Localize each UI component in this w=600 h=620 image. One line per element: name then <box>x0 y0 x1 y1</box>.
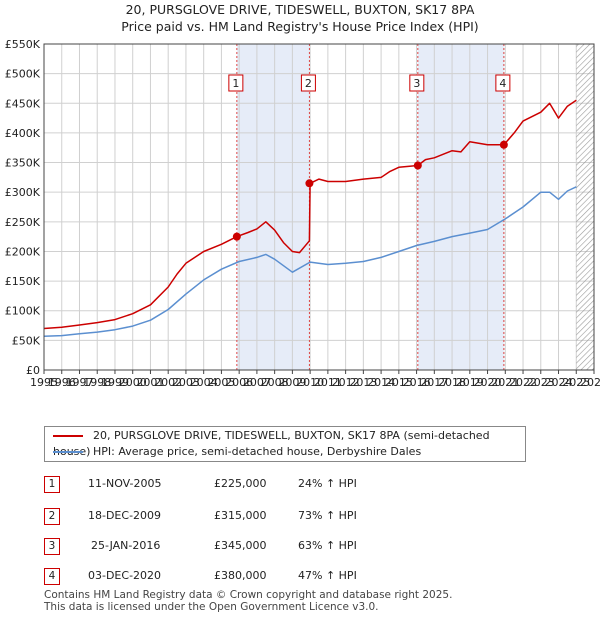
x-tick-label: 1995 <box>30 376 58 389</box>
sale-row: 1 11-NOV-2005 £225,000 24% ↑ HPI <box>44 476 544 494</box>
x-tick-label: 2022 <box>509 376 537 389</box>
legend-label-hpi: HPI: Average price, semi-detached house,… <box>93 445 422 458</box>
y-tick-label: £150K <box>5 275 41 288</box>
y-tick-label: £350K <box>5 157 41 170</box>
x-tick-label: 2006 <box>225 376 253 389</box>
sale-label-text: 4 <box>499 77 506 90</box>
y-tick-label: £500K <box>5 68 41 81</box>
sale-marker-badge: 1 <box>44 476 60 493</box>
sale-price: £315,000 <box>214 509 267 522</box>
x-tick-label: 1996 <box>48 376 76 389</box>
y-tick-label: £250K <box>5 216 41 229</box>
sale-point <box>413 161 422 170</box>
x-tick-label: 2008 <box>261 376 289 389</box>
y-tick-label: £550K <box>5 38 41 51</box>
sale-date: 18-DEC-2009 <box>88 509 162 522</box>
x-tick-label: 2026 <box>580 376 600 389</box>
footer-licence: This data is licensed under the Open Gov… <box>44 600 379 613</box>
sale-hpi-change: 63% ↑ HPI <box>298 539 357 552</box>
x-tick-label: 2015 <box>385 376 413 389</box>
sale-label-box <box>495 74 511 92</box>
legend-item-hpi: HPI: Average price, semi-detached house,… <box>53 444 421 460</box>
x-tick-label: 2003 <box>172 376 200 389</box>
x-tick-label: 2002 <box>154 376 182 389</box>
legend-swatch-hpi <box>53 451 83 453</box>
sale-label-text: 1 <box>232 77 239 90</box>
x-tick-label: 2018 <box>438 376 466 389</box>
hpi-series-line <box>43 186 577 337</box>
sale-marker-badge: 2 <box>44 508 60 525</box>
x-tick-label: 2016 <box>403 376 431 389</box>
x-tick-label: 2021 <box>491 376 519 389</box>
sale-price: £225,000 <box>214 477 267 490</box>
sale-date: 11-NOV-2005 <box>88 477 162 490</box>
x-tick-label: 2013 <box>349 376 377 389</box>
sale-marker-badge: 3 <box>44 538 60 555</box>
sale-period-band <box>236 44 310 370</box>
y-tick-label: £100K <box>5 305 41 318</box>
sale-label-text: 2 <box>305 77 312 90</box>
sale-date: 25-JAN-2016 <box>91 539 161 552</box>
sale-row: 4 03-DEC-2020 £380,000 47% ↑ HPI <box>44 568 544 586</box>
footer-copyright: Contains HM Land Registry data © Crown c… <box>44 589 453 601</box>
x-tick-label: 2000 <box>119 376 147 389</box>
sale-price: £380,000 <box>214 569 267 582</box>
chart-title-address: 20, PURSGLOVE DRIVE, TIDESWELL, BUXTON, … <box>125 2 475 17</box>
sale-row: 3 25-JAN-2016 £345,000 63% ↑ HPI <box>44 538 544 556</box>
sale-point <box>499 140 508 149</box>
y-tick-label: £300K <box>5 186 41 199</box>
x-tick-label: 2004 <box>190 376 218 389</box>
legend-item-property: 20, PURSGLOVE DRIVE, TIDESWELL, BUXTON, … <box>53 428 525 458</box>
sale-label-box <box>228 74 244 92</box>
sale-label-box <box>409 74 425 92</box>
chart-subtitle: Price paid vs. HM Land Registry's House … <box>121 19 479 34</box>
y-tick-label: £450K <box>5 97 41 110</box>
x-tick-label: 2011 <box>314 376 342 389</box>
x-tick-label: 2014 <box>367 376 395 389</box>
sale-price: £345,000 <box>214 539 267 552</box>
future-hatch-region <box>576 44 594 370</box>
x-tick-label: 2012 <box>332 376 360 389</box>
footer-license: Contains HM Land Registry data © Crown c… <box>44 589 453 613</box>
x-tick-label: 1998 <box>83 376 111 389</box>
sale-marker-badge: 4 <box>44 568 60 585</box>
x-tick-label: 2020 <box>474 376 502 389</box>
sale-date: 03-DEC-2020 <box>88 569 162 582</box>
sale-row: 2 18-DEC-2009 £315,000 73% ↑ HPI <box>44 508 544 526</box>
sale-period-band <box>417 44 504 370</box>
price-chart: 1 2 3 4 £0 £50K £100K £150K £200K £250K £300K £350… <box>5 38 600 389</box>
x-tick-label: 2007 <box>243 376 271 389</box>
x-tick-label: 2024 <box>545 376 573 389</box>
x-tick-label: 2023 <box>527 376 555 389</box>
y-tick-label: £200K <box>5 245 41 258</box>
y-tick-label: £50K <box>12 334 41 347</box>
sale-point <box>305 179 314 188</box>
x-tick-label: 2019 <box>456 376 484 389</box>
x-tick-label: 2017 <box>420 376 448 389</box>
legend-swatch-property <box>53 435 83 437</box>
x-tick-label: 2010 <box>296 376 324 389</box>
x-tick-label: 1997 <box>65 376 93 389</box>
x-tick-label: 2009 <box>278 376 306 389</box>
sale-hpi-change: 47% ↑ HPI <box>298 569 357 582</box>
sale-hpi-change: 24% ↑ HPI <box>298 477 357 490</box>
legend: 20, PURSGLOVE DRIVE, TIDESWELL, BUXTON, … <box>44 426 526 462</box>
sale-point <box>232 232 241 241</box>
x-tick-label: 2025 <box>562 376 590 389</box>
sale-label-text: 3 <box>413 77 420 90</box>
sale-label-box <box>300 74 316 92</box>
y-tick-label: £0 <box>26 364 40 377</box>
x-tick-label: 2005 <box>207 376 235 389</box>
x-tick-label: 1999 <box>101 376 129 389</box>
y-tick-label: £400K <box>5 127 41 140</box>
plot-frame <box>43 43 595 371</box>
sale-hpi-change: 73% ↑ HPI <box>298 509 357 522</box>
x-tick-label: 2001 <box>136 376 164 389</box>
